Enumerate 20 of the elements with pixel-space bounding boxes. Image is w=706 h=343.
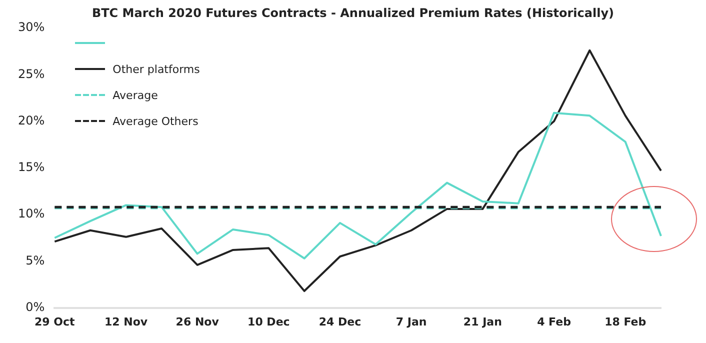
x-tick-label: 4 Feb — [537, 315, 572, 328]
y-tick-label: 0% — [26, 300, 45, 314]
legend-label: Average Others — [112, 114, 198, 128]
y-tick-label: 10% — [18, 206, 45, 221]
chart-title: BTC March 2020 Futures Contracts - Annualized Premium Rates (Historically) — [90, 6, 616, 20]
y-tick-label: 5% — [26, 253, 45, 268]
x-tick-label: 10 Dec — [248, 315, 290, 328]
x-tick-label: 24 Dec — [318, 315, 362, 328]
y-tick-label: 25% — [18, 66, 45, 81]
y-tick-label: 30% — [18, 20, 45, 34]
legend-label: Average — [112, 88, 158, 102]
y-tick-label: 20% — [18, 113, 45, 128]
x-tick-label: 21 Jan — [463, 315, 502, 328]
x-tick-label: 7 Jan — [396, 315, 427, 328]
x-tick-label: 29 Oct — [34, 315, 75, 328]
x-tick-label: 12 Nov — [104, 315, 148, 328]
legend-label: Other platforms — [112, 62, 200, 76]
x-tick-label: 26 Nov — [176, 315, 220, 328]
y-tick-label: 15% — [18, 160, 45, 174]
x-tick-label: 18 Feb — [604, 315, 646, 328]
